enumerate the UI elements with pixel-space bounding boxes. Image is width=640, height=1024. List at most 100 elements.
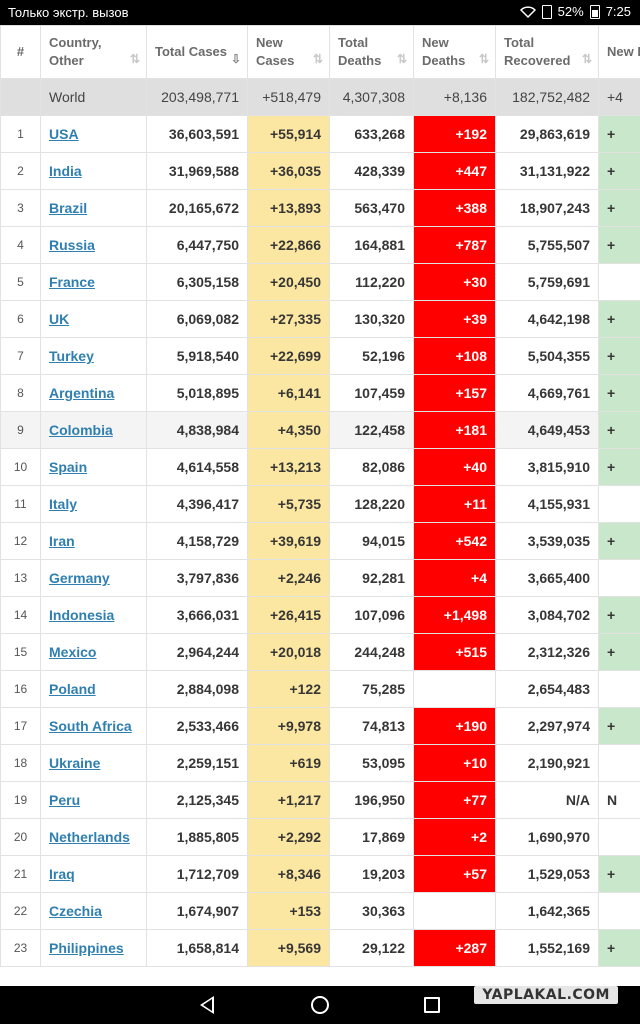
country-link-russia[interactable]: Russia bbox=[49, 237, 95, 253]
country-link-usa[interactable]: USA bbox=[49, 126, 79, 142]
recent-apps-icon[interactable] bbox=[424, 997, 440, 1013]
new-cases-cell: +20,018 bbox=[247, 633, 330, 671]
country-link-india[interactable]: India bbox=[49, 163, 82, 179]
total-cases-cell: 5,018,895 bbox=[146, 374, 248, 412]
country-link-argentina[interactable]: Argentina bbox=[49, 385, 115, 401]
country-link-brazil[interactable]: Brazil bbox=[49, 200, 88, 216]
world-new-cases: +518,479 bbox=[247, 78, 330, 116]
country-link-germany[interactable]: Germany bbox=[49, 570, 110, 586]
country-link: South Africa bbox=[40, 707, 147, 745]
country-link: USA bbox=[40, 115, 147, 153]
new-cases-cell: +13,213 bbox=[247, 448, 330, 486]
table-row: 8 Argentina 5,018,895 +6,141 107,459 +157 4,66… bbox=[0, 374, 640, 412]
covid-table-container[interactable]: # Country, Other ⇅ Total Cases ⇩ New Cases… bbox=[0, 25, 640, 986]
country-link: Czechia bbox=[40, 892, 147, 930]
new-recovered-cell: + bbox=[598, 152, 640, 190]
sort-icon[interactable]: ⇅ bbox=[478, 52, 489, 66]
total-recovered-cell: 1,552,169 bbox=[495, 929, 599, 967]
sort-icon[interactable]: ⇅ bbox=[581, 52, 592, 66]
new-cases-cell: +36,035 bbox=[247, 152, 330, 190]
new-cases-cell: +22,866 bbox=[247, 226, 330, 264]
col-header-num: # bbox=[0, 25, 41, 79]
country-link: Colombia bbox=[40, 411, 147, 449]
new-recovered-cell: + bbox=[598, 855, 640, 893]
col-header-country[interactable]: Country, Other ⇅ bbox=[40, 25, 147, 79]
total-recovered-cell: 2,654,483 bbox=[495, 670, 599, 708]
country-link-ukraine[interactable]: Ukraine bbox=[49, 755, 101, 771]
total-deaths-cell: 563,470 bbox=[329, 189, 414, 227]
country-link: Indonesia bbox=[40, 596, 147, 634]
row-num: 6 bbox=[0, 300, 41, 338]
total-deaths-cell: 17,869 bbox=[329, 818, 414, 856]
total-deaths-cell: 74,813 bbox=[329, 707, 414, 745]
country-link-philippines[interactable]: Philippines bbox=[49, 940, 124, 956]
country-link-uk[interactable]: UK bbox=[49, 311, 70, 327]
new-cases-cell: +20,450 bbox=[247, 263, 330, 301]
col-header-new-deaths[interactable]: New Deaths ⇅ bbox=[413, 25, 496, 79]
world-label: World bbox=[40, 78, 147, 116]
total-recovered-cell: N/A bbox=[495, 781, 599, 819]
country-link-czechia[interactable]: Czechia bbox=[49, 903, 102, 919]
country-link-iran[interactable]: Iran bbox=[49, 533, 75, 549]
col-header-new-recovered[interactable]: New Recovered bbox=[598, 25, 640, 79]
country-link-spain[interactable]: Spain bbox=[49, 459, 88, 475]
table-row: 20 Netherlands 1,885,805 +2,292 17,869 +2 1,69… bbox=[0, 818, 640, 856]
total-cases-cell: 6,447,750 bbox=[146, 226, 248, 264]
world-total-cases: 203,498,771 bbox=[146, 78, 248, 116]
country-link-netherlands[interactable]: Netherlands bbox=[49, 829, 130, 845]
col-header-total-recovered[interactable]: Total Recovered ⇅ bbox=[495, 25, 599, 79]
country-link-turkey[interactable]: Turkey bbox=[49, 348, 94, 364]
table-row: 7 Turkey 5,918,540 +22,699 52,196 +108 5,504,3… bbox=[0, 337, 640, 375]
table-row: 23 Philippines 1,658,814 +9,569 29,122 +287 1,… bbox=[0, 929, 640, 967]
world-total-deaths: 4,307,308 bbox=[329, 78, 414, 116]
col-header-new-cases[interactable]: New Cases ⇅ bbox=[247, 25, 330, 79]
sort-icon[interactable]: ⇅ bbox=[129, 52, 140, 66]
table-row: 4 Russia 6,447,750 +22,866 164,881 +787 5,755,… bbox=[0, 226, 640, 264]
total-recovered-cell: 31,131,922 bbox=[495, 152, 599, 190]
sort-desc-icon[interactable]: ⇩ bbox=[230, 52, 241, 66]
total-deaths-cell: 633,268 bbox=[329, 115, 414, 153]
country-link-peru[interactable]: Peru bbox=[49, 792, 81, 808]
col-header-total-cases[interactable]: Total Cases ⇩ bbox=[146, 25, 248, 79]
total-cases-cell: 4,838,984 bbox=[146, 411, 248, 449]
row-num: 18 bbox=[0, 744, 41, 782]
new-cases-cell: +6,141 bbox=[247, 374, 330, 412]
row-num: 22 bbox=[0, 892, 41, 930]
new-recovered-cell: + bbox=[598, 411, 640, 449]
country-link-iraq[interactable]: Iraq bbox=[49, 866, 75, 882]
new-deaths-cell: +787 bbox=[413, 226, 496, 264]
total-cases-cell: 6,305,158 bbox=[146, 263, 248, 301]
country-link-colombia[interactable]: Colombia bbox=[49, 422, 113, 438]
row-num: 21 bbox=[0, 855, 41, 893]
new-recovered-cell: + bbox=[598, 226, 640, 264]
country-link-poland[interactable]: Poland bbox=[49, 681, 96, 697]
col-header-total-deaths[interactable]: Total Deaths ⇅ bbox=[329, 25, 414, 79]
row-num: 16 bbox=[0, 670, 41, 708]
sort-icon[interactable]: ⇅ bbox=[312, 52, 323, 66]
country-link-mexico[interactable]: Mexico bbox=[49, 644, 97, 660]
table-row: 6 UK 6,069,082 +27,335 130,320 +39 4,642,198 + bbox=[0, 300, 640, 338]
new-cases-cell: +26,415 bbox=[247, 596, 330, 634]
total-cases-cell: 2,259,151 bbox=[146, 744, 248, 782]
country-link-italy[interactable]: Italy bbox=[49, 496, 78, 512]
total-recovered-cell: 3,539,035 bbox=[495, 522, 599, 560]
total-recovered-cell: 3,084,702 bbox=[495, 596, 599, 634]
sort-icon[interactable]: ⇅ bbox=[396, 52, 407, 66]
row-num: 14 bbox=[0, 596, 41, 634]
new-cases-cell: +39,619 bbox=[247, 522, 330, 560]
country-link-france[interactable]: France bbox=[49, 274, 95, 290]
row-num: 3 bbox=[0, 189, 41, 227]
country-link-indonesia[interactable]: Indonesia bbox=[49, 607, 115, 623]
table-row: 16 Poland 2,884,098 +122 75,285 2,654,483 bbox=[0, 670, 640, 708]
new-recovered-cell: N bbox=[598, 781, 640, 819]
table-row: 5 France 6,305,158 +20,450 112,220 +30 5,759,6… bbox=[0, 263, 640, 301]
country-link-south-africa[interactable]: South Africa bbox=[49, 718, 132, 734]
new-recovered-cell: + bbox=[598, 633, 640, 671]
total-deaths-cell: 196,950 bbox=[329, 781, 414, 819]
table-row: 15 Mexico 2,964,244 +20,018 244,248 +515 2,312… bbox=[0, 633, 640, 671]
new-cases-cell: +122 bbox=[247, 670, 330, 708]
total-cases-cell: 3,666,031 bbox=[146, 596, 248, 634]
back-icon[interactable] bbox=[200, 996, 214, 1014]
home-icon[interactable] bbox=[311, 996, 329, 1014]
new-deaths-cell bbox=[413, 670, 496, 708]
